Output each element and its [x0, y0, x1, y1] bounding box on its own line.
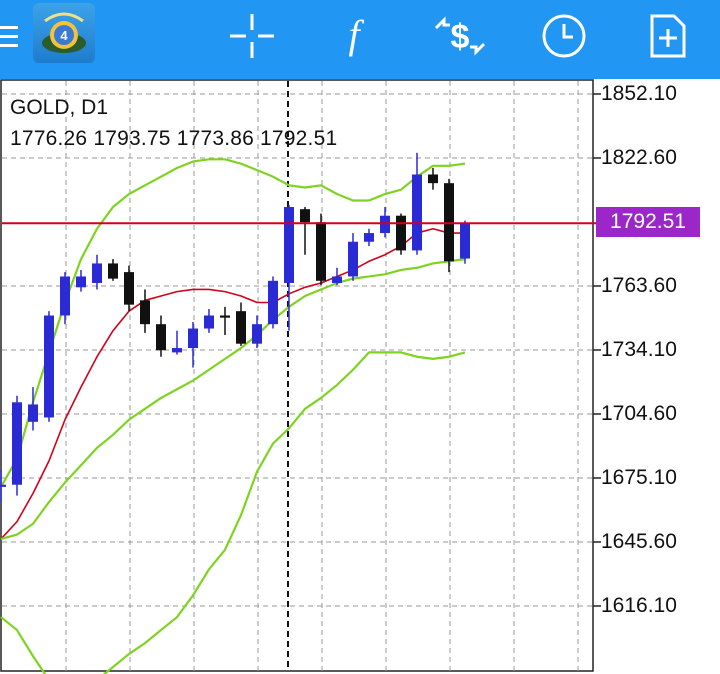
- clock-icon: [542, 14, 586, 58]
- app-logo-button[interactable]: 4: [33, 3, 95, 63]
- chart-symbol-timeframe: GOLD, D1: [10, 96, 109, 119]
- chart-ohlc-values: 1776.26 1793.75 1773.86 1792.51: [10, 127, 338, 150]
- price-axis-label: 1822.60: [601, 146, 677, 169]
- metatrader-logo-icon: 4: [42, 12, 86, 53]
- lower-band-series: [0, 258, 466, 541]
- price-chart[interactable]: [0, 79, 720, 674]
- middle-line-series: [0, 227, 465, 540]
- candle-body: [92, 263, 102, 283]
- crosshair-icon: [230, 14, 274, 58]
- candle-body: [28, 404, 38, 422]
- crosshair-button[interactable]: [220, 8, 284, 64]
- new-order-button[interactable]: [636, 8, 700, 64]
- candle-body: [316, 222, 326, 281]
- candle-body: [380, 215, 390, 234]
- candle-body: [236, 311, 246, 344]
- candle-body: [60, 276, 70, 316]
- upper-band-series: [0, 158, 466, 488]
- price-axis-label: 1763.60: [601, 274, 677, 297]
- hamburger-menu-icon: [0, 26, 18, 47]
- candle-body: [76, 276, 86, 288]
- candle-body: [444, 183, 454, 262]
- candle-body: [108, 263, 118, 279]
- indicators-button[interactable]: f: [322, 8, 386, 64]
- function-f-icon: f: [348, 14, 364, 57]
- svg-text:$: $: [451, 18, 470, 56]
- price-axis-label: 1734.10: [601, 338, 677, 361]
- candle-body: [428, 174, 438, 184]
- price-axis-label: 1645.60: [601, 530, 677, 553]
- price-axis-label: 1852.10: [601, 82, 677, 105]
- candle-body: [300, 209, 310, 223]
- dollar-arrows-icon: $: [434, 16, 486, 56]
- outer-lower-series: [0, 351, 466, 674]
- top-toolbar: 4 f $: [0, 0, 720, 79]
- candle-body: [140, 300, 150, 325]
- candle-body: [252, 324, 262, 344]
- candle-body: [124, 272, 134, 305]
- current-price-tag: 1792.51: [596, 207, 700, 237]
- candle-body: [348, 241, 358, 277]
- candle-body: [0, 484, 6, 487]
- svg-text:4: 4: [60, 28, 68, 43]
- new-document-plus-icon: [650, 14, 686, 58]
- candle-body: [364, 233, 374, 242]
- candle-body: [172, 348, 182, 353]
- candle-body: [204, 315, 214, 329]
- plot-border: [0, 79, 594, 672]
- candle-body: [332, 276, 342, 283]
- timeframe-button[interactable]: [532, 8, 596, 64]
- price-axis-label: 1675.10: [601, 466, 677, 489]
- price-axis-label: 1616.10: [601, 594, 677, 617]
- chart-canvas[interactable]: [0, 79, 720, 674]
- candle-body: [412, 174, 422, 251]
- trade-button[interactable]: $: [428, 8, 492, 64]
- candle-body: [396, 215, 406, 251]
- candle-body: [156, 324, 166, 351]
- candle-body: [188, 328, 198, 349]
- svg-text:f: f: [348, 14, 364, 57]
- candle-body: [460, 223, 470, 259]
- candle-body: [12, 402, 22, 485]
- candle-body: [220, 315, 230, 318]
- candle-body: [44, 315, 54, 418]
- menu-button[interactable]: [0, 8, 30, 64]
- price-axis-label: 1704.60: [601, 402, 677, 425]
- candle-body: [268, 280, 278, 325]
- candle-body: [284, 207, 294, 283]
